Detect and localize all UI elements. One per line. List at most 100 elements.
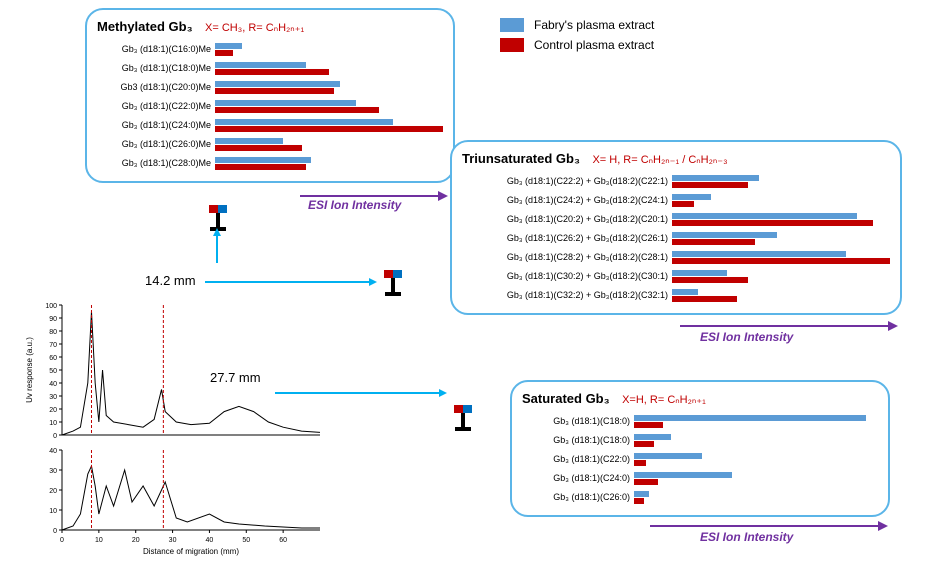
ms-icon [450,405,476,431]
legend-swatch-control [500,38,524,52]
bar-control [215,88,334,94]
bar-control [215,50,233,56]
bar-fabry [215,119,393,125]
svg-text:30: 30 [169,537,177,544]
saturated-title: Saturated Gb₃ [522,391,610,406]
bar-label: Gb₃ (d18:1)(C22:0)Me [97,101,215,111]
bar-fabry [634,472,732,478]
bar-control [672,182,748,188]
svg-text:10: 10 [95,537,103,544]
legend-label-control: Control plasma extract [534,38,654,52]
legend-label-fabry: Fabry's plasma extract [534,18,654,32]
svg-text:40: 40 [49,381,57,388]
bar-label: Gb₃ (d18:1)(C18:0)Me [97,63,215,73]
bar-control [634,479,658,485]
saturated-axis [650,525,880,527]
bar-control [215,164,306,170]
svg-text:80: 80 [49,329,57,336]
bar-label: Gb₃ (d18:1)(C22:0) [522,454,634,464]
bar-label: Gb₃ (d18:1)(C18:0) [522,416,634,426]
bar-row: Gb₃ (d18:1)(C28:0)Me [97,154,443,172]
bar-control [672,296,737,302]
bar-fabry [634,434,671,440]
svg-text:20: 20 [49,407,57,414]
bar-control [672,201,694,207]
svg-text:70: 70 [49,342,57,349]
bar-fabry [672,213,857,219]
label-14mm: 14.2 mm [145,273,196,288]
bar-fabry [672,251,846,257]
bar-label: Gb3 (d18:1)(C20:0)Me [97,82,215,92]
svg-text:60: 60 [279,537,287,544]
bar-control [215,145,302,151]
bar-row: Gb₃ (d18:1)(C24:0) [522,469,878,487]
bar-row: Gb₃ (d18:1)(C28:2) + Gb₃(d18:2)(C28:1) [462,248,890,266]
bar-fabry [672,194,711,200]
methylated-chart: Gb₃ (d18:1)(C16:0)MeGb₃ (d18:1)(C18:0)Me… [97,40,443,172]
bar-row: Gb₃ (d18:1)(C24:2) + Gb₃(d18:2)(C24:1) [462,191,890,209]
svg-text:0: 0 [60,537,64,544]
bar-label: Gb₃ (d18:1)(C26:2) + Gb₃(d18:2)(C26:1) [462,233,672,243]
legend-control: Control plasma extract [500,38,654,52]
bar-row: Gb₃ (d18:1)(C22:2) + Gb₃(d18:2)(C22:1) [462,172,890,190]
legend: Fabry's plasma extract Control plasma ex… [500,18,654,58]
bar-label: Gb₃ (d18:1)(C28:0)Me [97,158,215,168]
svg-text:10: 10 [49,420,57,427]
svg-text:30: 30 [49,394,57,401]
saturated-formula: X=H, R= CₙH₂ₙ₊₁ [622,394,706,406]
bar-label: Gb₃ (d18:1)(C32:2) + Gb₃(d18:2)(C32:1) [462,290,672,300]
bar-fabry [672,232,777,238]
bar-row: Gb₃ (d18:1)(C32:2) + Gb₃(d18:2)(C32:1) [462,286,890,304]
bar-row: Gb₃ (d18:1)(C22:0)Me [97,97,443,115]
bar-row: Gb₃ (d18:1)(C30:2) + Gb₃(d18:2)(C30:1) [462,267,890,285]
svg-text:100: 100 [45,303,57,310]
triunsat-formula: X= H, R= CₙH₂ₙ₋₁ / CₙH₂ₙ₋₃ [592,154,727,166]
triunsat-title: Triunsaturated Gb₃ [462,151,580,166]
bar-row: Gb3 (d18:1)(C20:0)Me [97,78,443,96]
svg-text:50: 50 [242,537,250,544]
bar-fabry [215,157,311,163]
svg-text:40: 40 [206,537,214,544]
svg-text:0: 0 [53,433,57,440]
bar-row: Gb₃ (d18:1)(C26:2) + Gb₃(d18:2)(C26:1) [462,229,890,247]
svg-text:30: 30 [49,468,57,475]
bar-label: Gb₃ (d18:1)(C20:2) + Gb₃(d18:2)(C20:1) [462,214,672,224]
bar-control [634,422,663,428]
bar-row: Gb₃ (d18:1)(C18:0)Me [97,59,443,77]
bar-row: Gb₃ (d18:1)(C26:0)Me [97,135,443,153]
bar-label: Gb₃ (d18:1)(C28:2) + Gb₃(d18:2)(C28:1) [462,252,672,262]
bar-row: Gb₃ (d18:1)(C18:0) [522,431,878,449]
bar-control [215,107,379,113]
methylated-title: Methylated Gb₃ [97,19,193,34]
bar-control [672,258,890,264]
bar-fabry [672,175,759,181]
bar-control [672,239,755,245]
bar-row: Gb₃ (d18:1)(C24:0)Me [97,116,443,134]
bar-fabry [215,43,242,49]
bar-label: Gb₃ (d18:1)(C22:2) + Gb₃(d18:2)(C22:1) [462,176,672,186]
ms-icon [380,270,406,296]
bar-fabry [215,100,356,106]
uv-chromatogram: 0102030405060708090100010203040010203040… [20,300,330,570]
bar-control [215,126,443,132]
saturated-panel: Saturated Gb₃ X=H, R= CₙH₂ₙ₊₁ Gb₃ (d18:1… [510,380,890,517]
triunsat-panel: Triunsaturated Gb₃ X= H, R= CₙH₂ₙ₋₁ / Cₙ… [450,140,902,315]
bar-fabry [634,453,702,459]
bar-fabry [672,270,727,276]
bar-label: Gb₃ (d18:1)(C24:0) [522,473,634,483]
bar-row: Gb₃ (d18:1)(C20:2) + Gb₃(d18:2)(C20:1) [462,210,890,228]
triunsat-axis [680,325,890,327]
svg-text:20: 20 [49,488,57,495]
svg-text:90: 90 [49,316,57,323]
legend-swatch-fabry [500,18,524,32]
svg-text:40: 40 [49,448,57,455]
bar-fabry [215,81,340,87]
bar-label: Gb₃ (d18:1)(C26:0) [522,492,634,502]
triunsat-axis-label: ESI Ion Intensity [700,330,793,344]
bar-fabry [215,62,306,68]
bar-label: Gb₃ (d18:1)(C18:0) [522,435,634,445]
bar-control [634,498,644,504]
arrow-up-icon [216,235,218,263]
bar-row: Gb₃ (d18:1)(C18:0) [522,412,878,430]
svg-text:50: 50 [49,368,57,375]
